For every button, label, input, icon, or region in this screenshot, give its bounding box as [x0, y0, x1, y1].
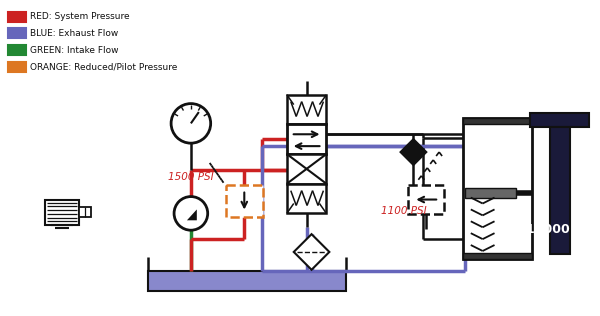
- Circle shape: [171, 104, 211, 143]
- Text: RED: System Pressure: RED: System Pressure: [29, 12, 129, 21]
- Bar: [287, 184, 326, 213]
- Bar: [46, 199, 79, 225]
- Circle shape: [174, 197, 208, 230]
- Bar: [409, 185, 444, 214]
- Bar: [226, 185, 263, 217]
- Bar: [463, 253, 532, 259]
- Bar: [8, 45, 26, 55]
- Bar: [463, 118, 532, 259]
- Text: 1100 PSI: 1100 PSI: [381, 206, 427, 216]
- Bar: [8, 62, 26, 72]
- Polygon shape: [401, 139, 426, 165]
- Bar: [287, 95, 326, 125]
- Text: 10000 lbs: 10000 lbs: [526, 223, 594, 236]
- Bar: [550, 127, 569, 254]
- Bar: [287, 125, 326, 154]
- Bar: [8, 12, 26, 21]
- Bar: [530, 113, 589, 127]
- Bar: [148, 271, 346, 290]
- Polygon shape: [294, 234, 329, 270]
- Text: GREEN: Intake Flow: GREEN: Intake Flow: [29, 46, 118, 55]
- Bar: [8, 28, 26, 38]
- Bar: [465, 188, 516, 198]
- Text: ORANGE: Reduced/Pilot Pressure: ORANGE: Reduced/Pilot Pressure: [29, 63, 177, 71]
- Text: 1500 PSI: 1500 PSI: [168, 172, 214, 182]
- Bar: [287, 154, 326, 184]
- Bar: [463, 118, 532, 125]
- Bar: [79, 207, 91, 217]
- Text: BLUE: Exhaust Flow: BLUE: Exhaust Flow: [29, 29, 118, 38]
- Polygon shape: [187, 210, 197, 220]
